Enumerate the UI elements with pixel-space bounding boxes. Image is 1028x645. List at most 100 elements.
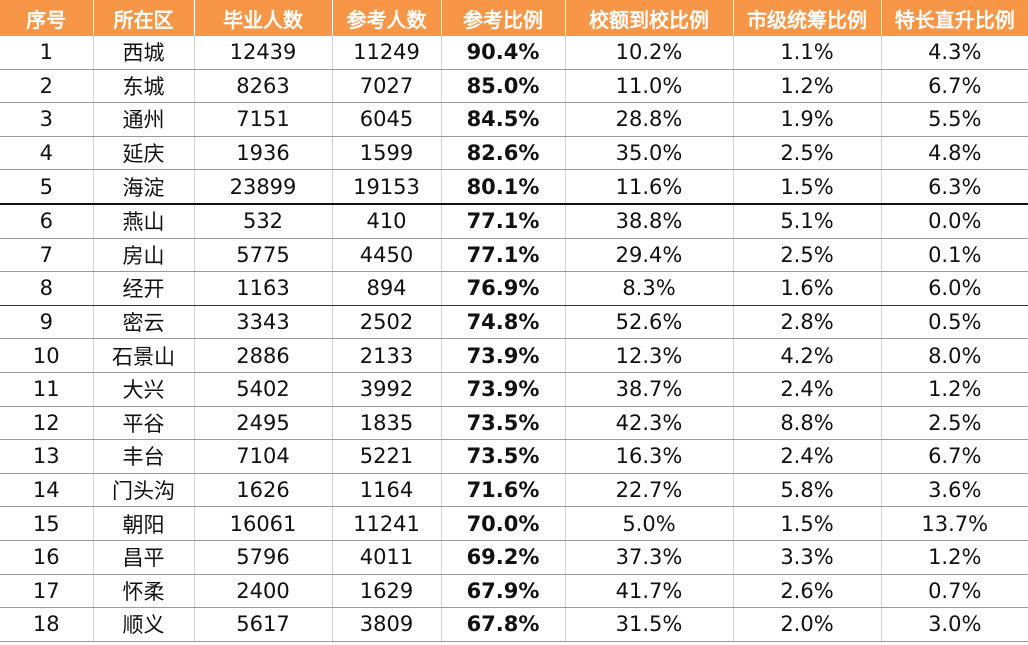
cell-specialty-ratio[interactable]: 2.5% xyxy=(881,406,1028,441)
cell-exam-ratio[interactable]: 74.8% xyxy=(441,305,566,340)
cell-examinees[interactable]: 11241 xyxy=(332,506,442,541)
cell-index[interactable]: 8 xyxy=(0,271,94,306)
cell-examinees[interactable]: 410 xyxy=(332,203,442,239)
cell-specialty-ratio[interactable]: 4.8% xyxy=(881,136,1028,171)
cell-examinees[interactable]: 4450 xyxy=(332,238,442,273)
cell-specialty-ratio[interactable]: 6.3% xyxy=(881,169,1028,205)
cell-graduates[interactable]: 5402 xyxy=(194,372,333,407)
cell-specialty-ratio[interactable]: 0.0% xyxy=(881,203,1028,239)
cell-specialty-ratio[interactable]: 1.2% xyxy=(881,540,1028,575)
cell-specialty-ratio[interactable]: 0.5% xyxy=(881,305,1028,340)
cell-city-coordination-ratio[interactable]: 2.5% xyxy=(733,238,882,273)
cell-graduates[interactable]: 2400 xyxy=(194,574,333,609)
cell-exam-ratio[interactable]: 70.0% xyxy=(441,506,566,541)
cell-examinees[interactable]: 894 xyxy=(332,271,442,306)
cell-exam-ratio[interactable]: 84.5% xyxy=(441,102,566,137)
cell-exam-ratio[interactable]: 67.8% xyxy=(441,607,566,642)
cell-examinees[interactable]: 4011 xyxy=(332,540,442,575)
cell-district[interactable]: 朝阳 xyxy=(93,506,195,541)
cell-examinees[interactable]: 1599 xyxy=(332,136,442,171)
cell-specialty-ratio[interactable]: 8.0% xyxy=(881,338,1028,373)
cell-district[interactable]: 延庆 xyxy=(93,136,195,171)
cell-index[interactable]: 9 xyxy=(0,305,94,340)
cell-district[interactable]: 门头沟 xyxy=(93,473,195,508)
cell-city-coordination-ratio[interactable]: 1.2% xyxy=(733,69,882,104)
cell-examinees[interactable]: 2502 xyxy=(332,305,442,340)
cell-exam-ratio[interactable]: 76.9% xyxy=(441,271,566,306)
cell-graduates[interactable]: 5796 xyxy=(194,540,333,575)
cell-index[interactable]: 12 xyxy=(0,406,94,441)
cell-specialty-ratio[interactable]: 0.7% xyxy=(881,574,1028,609)
cell-graduates[interactable]: 23899 xyxy=(194,169,333,205)
cell-specialty-ratio[interactable]: 13.7% xyxy=(881,506,1028,541)
cell-graduates[interactable]: 3343 xyxy=(194,305,333,340)
cell-school-quota-ratio[interactable]: 29.4% xyxy=(565,238,734,273)
cell-graduates[interactable]: 1626 xyxy=(194,473,333,508)
cell-district[interactable]: 东城 xyxy=(93,69,195,104)
cell-district[interactable]: 经开 xyxy=(93,271,195,306)
cell-exam-ratio[interactable]: 90.4% xyxy=(441,36,566,70)
cell-specialty-ratio[interactable]: 3.0% xyxy=(881,607,1028,642)
cell-index[interactable]: 18 xyxy=(0,607,94,642)
cell-index[interactable]: 10 xyxy=(0,338,94,373)
cell-school-quota-ratio[interactable]: 31.5% xyxy=(565,607,734,642)
cell-graduates[interactable]: 7104 xyxy=(194,439,333,474)
cell-district[interactable]: 大兴 xyxy=(93,372,195,407)
cell-specialty-ratio[interactable]: 0.1% xyxy=(881,238,1028,273)
cell-specialty-ratio[interactable]: 6.7% xyxy=(881,69,1028,104)
cell-city-coordination-ratio[interactable]: 2.8% xyxy=(733,305,882,340)
cell-examinees[interactable]: 7027 xyxy=(332,69,442,104)
cell-graduates[interactable]: 2495 xyxy=(194,406,333,441)
cell-district[interactable]: 怀柔 xyxy=(93,574,195,609)
cell-examinees[interactable]: 1835 xyxy=(332,406,442,441)
cell-index[interactable]: 7 xyxy=(0,238,94,273)
cell-exam-ratio[interactable]: 77.1% xyxy=(441,238,566,273)
cell-school-quota-ratio[interactable]: 41.7% xyxy=(565,574,734,609)
cell-school-quota-ratio[interactable]: 22.7% xyxy=(565,473,734,508)
cell-examinees[interactable]: 6045 xyxy=(332,102,442,137)
cell-city-coordination-ratio[interactable]: 2.4% xyxy=(733,439,882,474)
cell-district[interactable]: 密云 xyxy=(93,305,195,340)
cell-index[interactable]: 2 xyxy=(0,69,94,104)
cell-index[interactable]: 3 xyxy=(0,102,94,137)
cell-graduates[interactable]: 8263 xyxy=(194,69,333,104)
cell-city-coordination-ratio[interactable]: 1.5% xyxy=(733,169,882,205)
cell-district[interactable]: 海淀 xyxy=(93,169,195,205)
cell-index[interactable]: 6 xyxy=(0,203,94,239)
cell-district[interactable]: 石景山 xyxy=(93,338,195,373)
cell-school-quota-ratio[interactable]: 38.7% xyxy=(565,372,734,407)
header-school-quota-ratio[interactable]: 校额到校比例 xyxy=(565,0,734,36)
cell-city-coordination-ratio[interactable]: 2.6% xyxy=(733,574,882,609)
cell-city-coordination-ratio[interactable]: 1.9% xyxy=(733,102,882,137)
cell-specialty-ratio[interactable]: 6.7% xyxy=(881,439,1028,474)
cell-school-quota-ratio[interactable]: 8.3% xyxy=(565,271,734,306)
cell-graduates[interactable]: 1163 xyxy=(194,271,333,306)
cell-index[interactable]: 17 xyxy=(0,574,94,609)
cell-school-quota-ratio[interactable]: 37.3% xyxy=(565,540,734,575)
cell-city-coordination-ratio[interactable]: 2.4% xyxy=(733,372,882,407)
cell-specialty-ratio[interactable]: 6.0% xyxy=(881,271,1028,306)
cell-examinees[interactable]: 2133 xyxy=(332,338,442,373)
cell-school-quota-ratio[interactable]: 12.3% xyxy=(565,338,734,373)
cell-examinees[interactable]: 1629 xyxy=(332,574,442,609)
cell-district[interactable]: 平谷 xyxy=(93,406,195,441)
cell-index[interactable]: 15 xyxy=(0,506,94,541)
cell-graduates[interactable]: 2886 xyxy=(194,338,333,373)
cell-index[interactable]: 4 xyxy=(0,136,94,171)
cell-school-quota-ratio[interactable]: 35.0% xyxy=(565,136,734,171)
cell-index[interactable]: 14 xyxy=(0,473,94,508)
cell-district[interactable]: 燕山 xyxy=(93,203,195,239)
cell-school-quota-ratio[interactable]: 52.6% xyxy=(565,305,734,340)
cell-exam-ratio[interactable]: 82.6% xyxy=(441,136,566,171)
cell-examinees[interactable]: 3809 xyxy=(332,607,442,642)
cell-graduates[interactable]: 5775 xyxy=(194,238,333,273)
cell-graduates[interactable]: 16061 xyxy=(194,506,333,541)
cell-city-coordination-ratio[interactable]: 2.5% xyxy=(733,136,882,171)
cell-specialty-ratio[interactable]: 1.2% xyxy=(881,372,1028,407)
cell-district[interactable]: 昌平 xyxy=(93,540,195,575)
cell-school-quota-ratio[interactable]: 38.8% xyxy=(565,203,734,239)
cell-district[interactable]: 顺义 xyxy=(93,607,195,642)
header-graduates[interactable]: 毕业人数 xyxy=(194,0,333,36)
cell-district[interactable]: 通州 xyxy=(93,102,195,137)
cell-graduates[interactable]: 1936 xyxy=(194,136,333,171)
